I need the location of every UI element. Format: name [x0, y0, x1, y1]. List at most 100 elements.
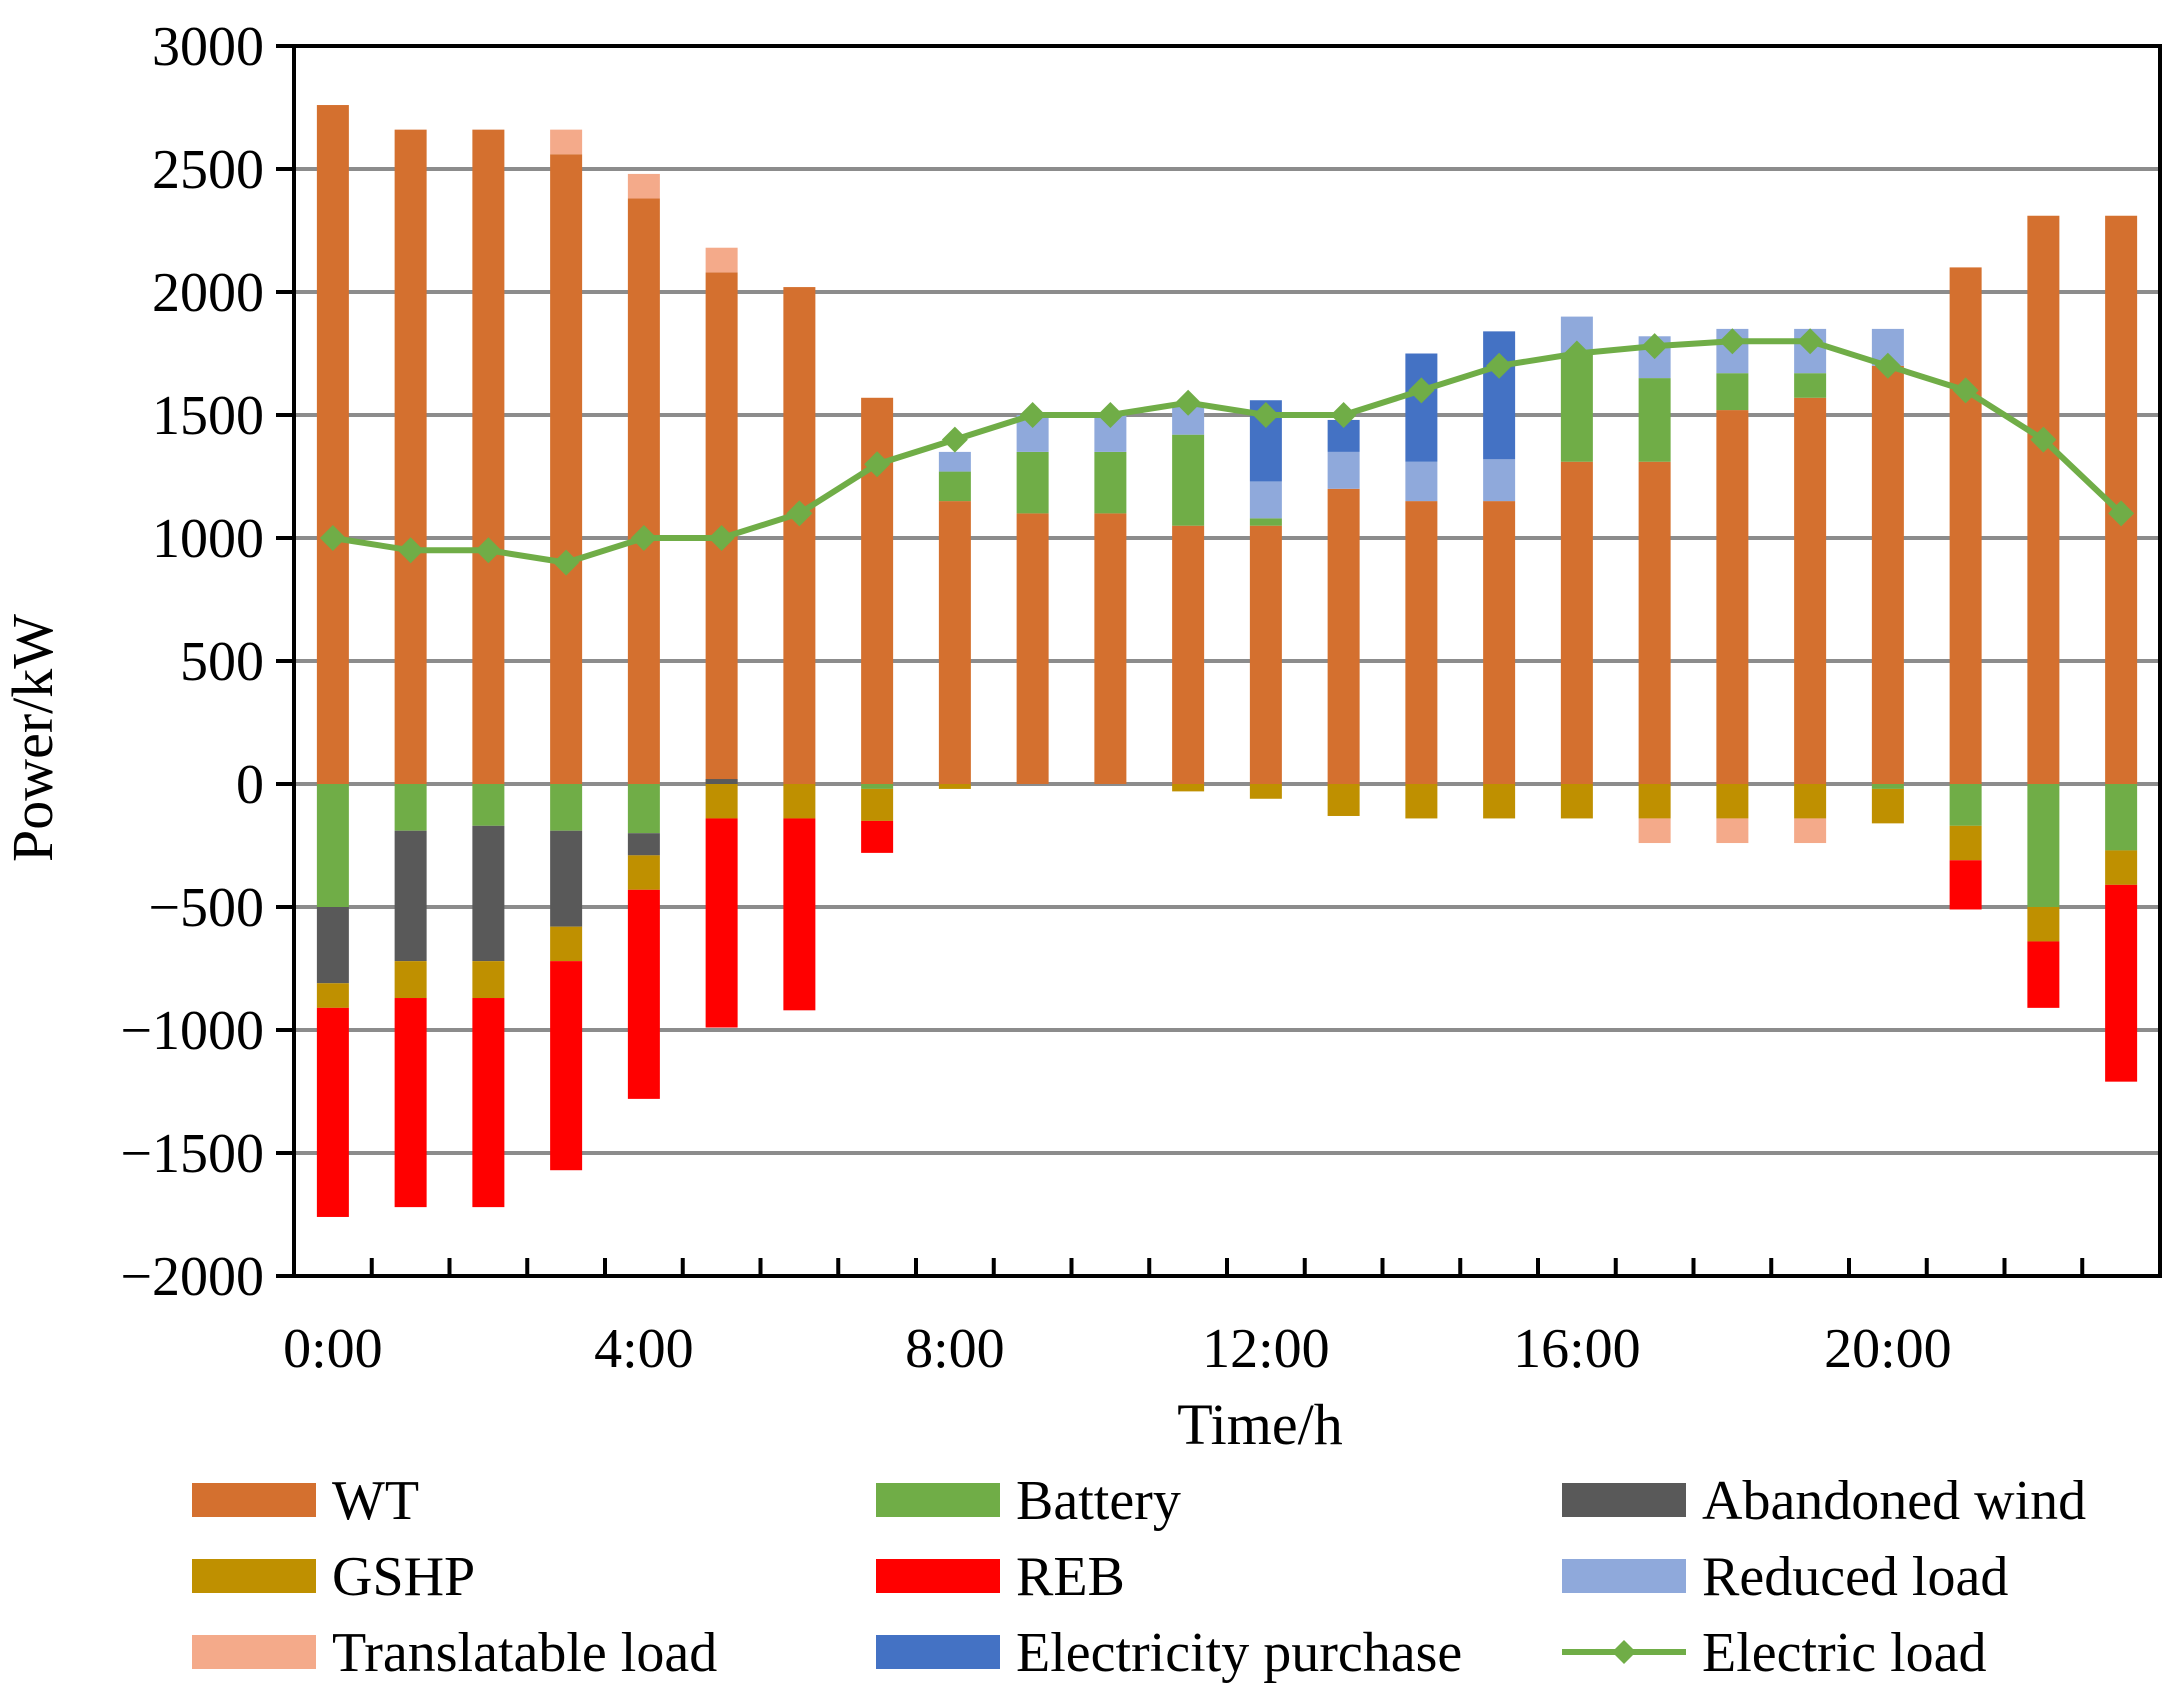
legend-label-translatable-load: Translatable load	[332, 1622, 717, 1684]
bar-battery-neg-h3	[550, 784, 583, 831]
electric-load-point-h3	[553, 549, 580, 576]
x-tick-label-12: 12:00	[1202, 1318, 1330, 1380]
bar-reb-neg-h7	[861, 820, 894, 853]
bar-gshp-neg-h17	[1638, 784, 1671, 819]
legend-swatch-electricity-purchase	[876, 1635, 1000, 1669]
bar-battery-neg-h7	[861, 784, 894, 789]
bar-battery-h11	[1172, 434, 1205, 526]
electric-load-line	[319, 328, 2135, 576]
bar-gshp-neg-h22	[2027, 907, 2060, 942]
bar-wt-h10	[1094, 513, 1127, 784]
legend-swatch-wt	[192, 1483, 316, 1517]
bar-wt-h19	[1794, 397, 1827, 784]
bar-reb-neg-h23	[2105, 884, 2138, 1082]
electric-load-point-h5	[708, 525, 735, 551]
bar-translatable-load-neg-h17	[1638, 818, 1671, 844]
x-tick-label-8: 8:00	[905, 1318, 1005, 1380]
bar-gshp-neg-h11	[1172, 784, 1205, 792]
bar-battery-neg-h21	[1949, 784, 1982, 826]
electric-load-point-h18	[1719, 328, 1746, 355]
bar-reduced-load-h12	[1249, 481, 1282, 519]
bar-battery-neg-h2	[472, 784, 505, 826]
electric-load-point-h7	[864, 451, 891, 478]
y-tick-label-0: 0	[236, 754, 264, 816]
bar-gshp-neg-h5	[705, 784, 738, 819]
y-tick-label-2000: 2000	[152, 262, 264, 324]
legend-swatch-gshp	[192, 1559, 316, 1593]
x-tick-label-16: 16:00	[1513, 1318, 1641, 1380]
electric-load-point-h0	[319, 525, 346, 551]
y-tick-label-3000: 3000	[152, 16, 264, 78]
x-tick-label-20: 20:00	[1824, 1318, 1952, 1380]
bar-reb-neg-h21	[1949, 860, 1982, 910]
electric-load-point-h23	[2108, 500, 2135, 527]
legend-swatch-reb	[876, 1559, 1000, 1593]
y-tick-label-2500: 2500	[152, 139, 264, 201]
bar-gshp-neg-h18	[1716, 784, 1749, 819]
bar-gshp-neg-h3	[550, 926, 583, 962]
bar-gshp-neg-h13	[1327, 784, 1360, 816]
legend-swatch-abandoned-wind	[1562, 1483, 1686, 1517]
bar-abandoned-wind-neg-h0	[316, 907, 349, 984]
bar-battery-h18	[1716, 373, 1749, 411]
bar-wt-h15	[1483, 501, 1516, 784]
bar-battery-h12	[1249, 518, 1282, 526]
bar-abandoned-wind-neg-h3	[550, 830, 583, 927]
electric-load-point-h16	[1563, 340, 1590, 367]
bar-gshp-neg-h0	[316, 983, 349, 1008]
y-tick-label--2000: −2000	[120, 1246, 264, 1308]
x-tick-label-0: 0:00	[283, 1318, 383, 1380]
bar-wt-h21	[1949, 267, 1982, 784]
bar-abandoned-wind-neg-h2	[472, 825, 505, 962]
bar-gshp-neg-h21	[1949, 825, 1982, 861]
bar-wt-h4	[627, 198, 660, 784]
electric-load-point-h10	[1097, 402, 1124, 428]
bar-gshp-neg-h2	[472, 961, 505, 999]
y-tick-label-1500: 1500	[152, 385, 264, 447]
electric-load-point-h11	[1175, 389, 1202, 416]
legend-label-gshp: GSHP	[332, 1546, 475, 1608]
bar-wt-h12	[1249, 525, 1282, 784]
bar-battery-h9	[1016, 451, 1049, 514]
bar-gshp-neg-h23	[2105, 850, 2138, 885]
bar-reduced-load-h13	[1327, 451, 1360, 489]
bar-wt-h22	[2027, 215, 2060, 785]
legend-swatch-battery	[876, 1483, 1000, 1517]
bar-translatable-load-neg-h18	[1716, 818, 1749, 844]
legend-label-battery: Battery	[1016, 1470, 1181, 1532]
legend-label-electricity-purchase: Electricity purchase	[1016, 1622, 1462, 1684]
bar-reduced-load-h14	[1405, 461, 1438, 502]
bar-gshp-neg-h16	[1560, 784, 1593, 819]
bar-battery-h17	[1638, 378, 1671, 462]
bar-gshp-neg-h12	[1249, 784, 1282, 799]
electric-load-point-h8	[941, 426, 968, 453]
electric-load-path	[332, 338, 2124, 566]
bar-abandoned-wind-neg-h1	[394, 830, 427, 962]
bar-battery-neg-h4	[627, 784, 660, 834]
bar-wt-h17	[1638, 461, 1671, 784]
legend-label-reduced-load: Reduced load	[1702, 1546, 2008, 1608]
bar-wt-h13	[1327, 488, 1360, 784]
bar-reduced-load-h8	[938, 451, 971, 472]
bar-gshp-neg-h19	[1794, 784, 1827, 819]
bar-reb-neg-h4	[627, 889, 660, 1099]
x-axis-title: Time/h	[1177, 1392, 1342, 1457]
bar-gshp-neg-h6	[783, 784, 816, 819]
bar-wt-h2	[472, 129, 505, 784]
bar-translatable-load-h3	[550, 129, 583, 155]
electric-load-point-h2	[475, 537, 502, 564]
x-tick-label-4: 4:00	[594, 1318, 694, 1380]
legend-swatch-translatable-load	[192, 1635, 316, 1669]
bar-abandoned-wind-neg-h4	[627, 833, 660, 856]
bar-reb-neg-h2	[472, 998, 505, 1208]
bar-reduced-load-h15	[1483, 459, 1516, 502]
electric-load-point-h17	[1641, 333, 1668, 360]
bar-wt-h0	[316, 105, 349, 785]
bar-reb-neg-h5	[705, 818, 738, 1028]
bar-battery-h19	[1794, 373, 1827, 398]
bar-battery-neg-h23	[2105, 784, 2138, 851]
bar-reb-neg-h3	[550, 961, 583, 1171]
bar-reb-neg-h0	[316, 1007, 349, 1217]
bar-battery-neg-h22	[2027, 784, 2060, 907]
bar-reb-neg-h1	[394, 998, 427, 1208]
